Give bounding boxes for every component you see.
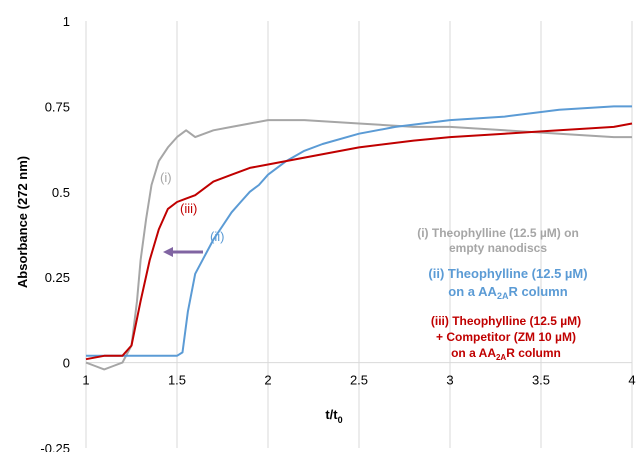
y-tick-label: 1 [63, 14, 70, 29]
x-tick-label: 4 [628, 373, 635, 388]
y-tick-label: 0.75 [45, 99, 70, 114]
svg-text:(iii) Theophylline (12.5 µM): (iii) Theophylline (12.5 µM) [431, 314, 581, 328]
series-label-ii: (ii) [210, 229, 224, 244]
y-tick-label: 0.25 [45, 270, 70, 285]
series-label-i: (i) [160, 170, 172, 185]
svg-text:on a AA2AR column: on a AA2AR column [448, 284, 567, 301]
series-label-iii: (iii) [180, 201, 197, 216]
x-tick-labels: 1 1.5 2 2.5 3 3.5 4 [82, 373, 635, 388]
y-tick-label: -0.25 [40, 441, 70, 452]
x-axis-title: t/t0 [325, 407, 342, 425]
series-line-3 [85, 122, 633, 361]
svg-text:(ii) Theophylline (12.5 µM): (ii) Theophylline (12.5 µM) [428, 266, 587, 281]
x-tick-label: 1 [82, 373, 89, 388]
annotation-i: (i) Theophylline (12.5 µM) on empty nano… [417, 226, 579, 255]
x-tick-label: 1.5 [168, 373, 186, 388]
x-tick-label: 2.5 [350, 373, 368, 388]
svg-text:on a AA2AR column: on a AA2AR column [451, 346, 561, 362]
x-tick-label: 2 [264, 373, 271, 388]
svg-text:+ Competitor (ZM 10 µM): + Competitor (ZM 10 µM) [436, 330, 576, 344]
svg-text:empty nanodiscs: empty nanodiscs [449, 241, 547, 255]
gridlines [85, 21, 633, 448]
y-tick-label: 0 [63, 356, 70, 371]
y-tick-labels: -0.25 0 0.25 0.5 0.75 1 [40, 14, 70, 452]
x-tick-label: 3 [446, 373, 453, 388]
svg-text:(i) Theophylline (12.5 µM) on: (i) Theophylline (12.5 µM) on [417, 226, 579, 240]
x-tick-label: 3.5 [532, 373, 550, 388]
series-line-2 [86, 105, 632, 357]
annotation-iii: (iii) Theophylline (12.5 µM) + Competito… [431, 314, 581, 362]
shift-arrow [163, 247, 203, 257]
y-axis-title: Absorbance (272 nm) [15, 156, 30, 288]
series-line-1 [85, 119, 632, 371]
annotation-ii: (ii) Theophylline (12.5 µM) on a AA2AR c… [428, 266, 587, 301]
y-tick-label: 0.5 [52, 185, 70, 200]
series-group [85, 105, 633, 371]
